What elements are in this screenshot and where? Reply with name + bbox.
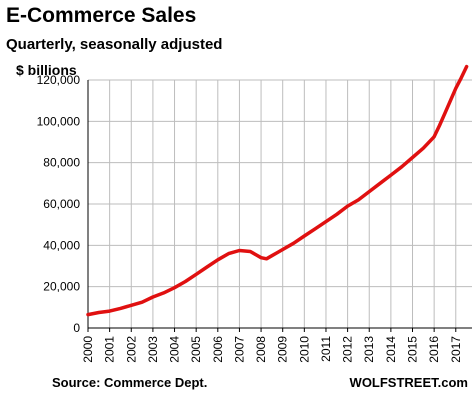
x-tick-label: 2009 — [276, 336, 290, 363]
y-tick-label: 80,000 — [43, 156, 80, 170]
x-tick-label: 2005 — [189, 336, 203, 363]
x-tick-label: 2014 — [384, 336, 398, 363]
y-tick-label: 120,000 — [37, 73, 81, 87]
y-tick-label: 20,000 — [43, 280, 80, 294]
series-layer — [86, 64, 469, 317]
axes — [87, 80, 472, 332]
x-tick-label: 2010 — [297, 336, 311, 363]
y-tick-label: 0 — [73, 321, 80, 335]
y-axis-unit-label: $ billions — [16, 62, 77, 78]
x-tick-label: 2015 — [406, 336, 420, 363]
y-tick-label: 100,000 — [37, 114, 81, 128]
series-line — [86, 64, 469, 317]
chart-subtitle: Quarterly, seasonally adjusted — [6, 36, 223, 53]
source-note: Source: Commerce Dept. — [52, 375, 208, 390]
grid-lines — [87, 79, 472, 329]
y-tick-label: 40,000 — [43, 238, 80, 252]
y-tick-labels: 0 20,000 40,000 60,000 80,000 100,000 120,000 — [37, 73, 81, 335]
chart-title: E-Commerce Sales — [6, 4, 197, 27]
credit-label: WOLFSTREET.com — [349, 375, 468, 390]
x-tick-label: 2011 — [319, 336, 333, 362]
x-tick-label: 2004 — [168, 336, 182, 363]
x-tick-label: 2017 — [449, 336, 463, 363]
x-tick-label: 2006 — [211, 336, 225, 363]
x-tick-label: 2003 — [146, 336, 160, 363]
x-tick-label: 2016 — [427, 336, 441, 363]
x-tick-label: 2002 — [124, 336, 138, 363]
x-tick-labels: 2000 2001 2002 2003 2004 2005 2006 2007 2008 2009… — [81, 336, 463, 363]
x-tick-label: 2000 — [81, 336, 95, 363]
x-tick-label: 2007 — [232, 336, 246, 363]
y-tick-label: 60,000 — [43, 197, 80, 211]
x-tick-label: 2001 — [103, 336, 117, 363]
x-tick-label: 2013 — [362, 336, 376, 363]
x-tick-label: 2008 — [254, 336, 268, 363]
x-tick-label: 2012 — [341, 336, 355, 363]
